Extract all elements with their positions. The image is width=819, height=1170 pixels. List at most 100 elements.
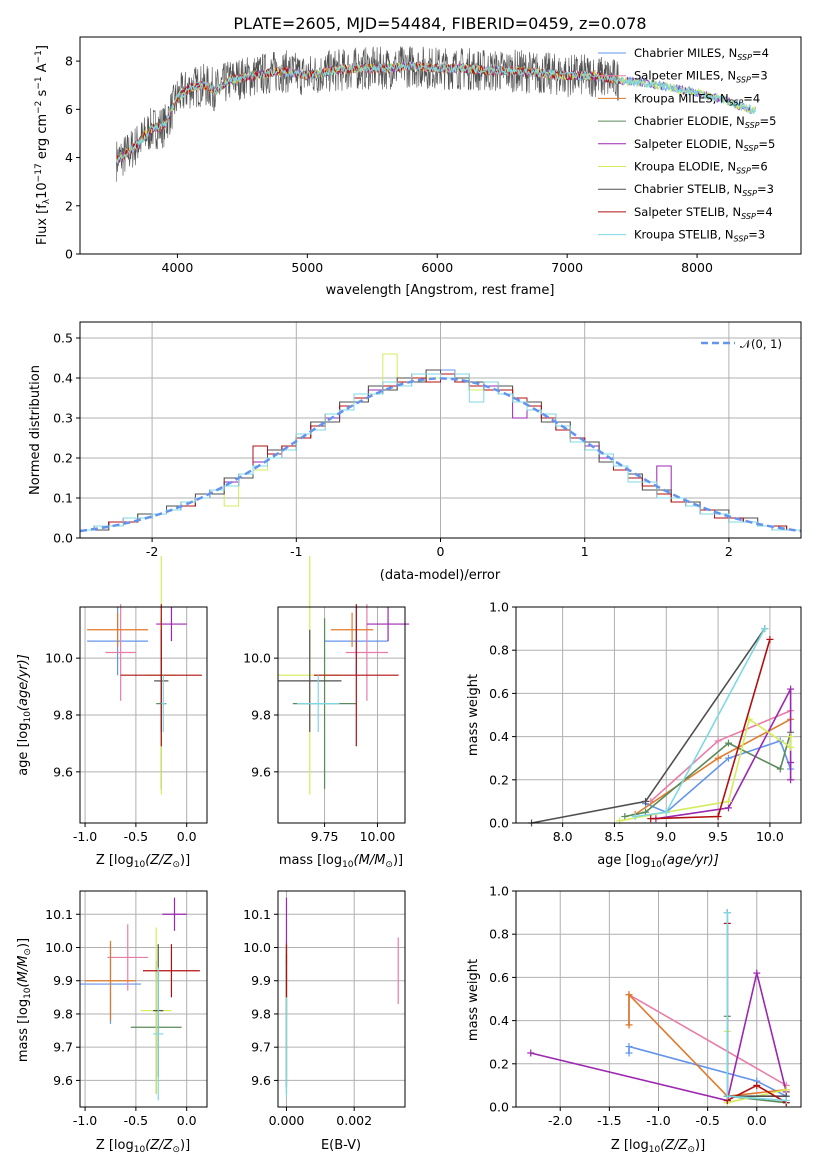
legend-label-3: Chabrier ELODIE, NSSP=5 bbox=[634, 114, 776, 130]
p3-errorbar-2 bbox=[87, 612, 149, 647]
p2-xtick-label-2: 0 bbox=[437, 544, 445, 559]
p7-ytick-label-0: 9.6 bbox=[251, 1073, 271, 1088]
p8-marker-7-2 bbox=[753, 1081, 761, 1089]
ebv-xlabel: E(B-V) bbox=[321, 1138, 361, 1153]
mass-weight-vs-metallicity-panel: -2.0 -1.5 -1.0 -0.5 0.0 0.0 0.2 0.4 0.6 0.8 1.0 Z … bbox=[466, 884, 802, 1155]
p7-ytick-label-1: 9.7 bbox=[251, 1040, 271, 1055]
p8-marker-4-2 bbox=[753, 969, 761, 977]
p2-ytick-label-0: 0.0 bbox=[53, 531, 73, 546]
p7-ytick-label-2: 9.8 bbox=[251, 1006, 271, 1021]
spectrum-legend: Chabrier MILES, NSSP=4 Salpeter MILES, NS… bbox=[598, 46, 776, 244]
p5-marker-1-1 bbox=[714, 737, 722, 745]
histogram-xlabel: (data-model)/error bbox=[380, 568, 501, 583]
p8-ytick-label-4: 0.8 bbox=[489, 927, 509, 942]
spectrum-title: PLATE=2605, MJD=54484, FIBERID=0459, z=0… bbox=[233, 14, 646, 33]
age-ylabel: age [log10(age/yr)] bbox=[16, 654, 33, 776]
p7-ytick-label-5: 10.1 bbox=[243, 907, 271, 922]
p4-errorbar-8 bbox=[297, 675, 340, 733]
p2-ytick-label-1: 0.1 bbox=[53, 491, 73, 506]
p5-marker-0-2 bbox=[724, 754, 732, 762]
p1-xtick-label-1: 5000 bbox=[291, 260, 323, 275]
p5-marker-7-1 bbox=[714, 813, 722, 821]
p8-ytick-label-0: 0.0 bbox=[489, 1100, 509, 1115]
p2-ytick-label-5: 0.5 bbox=[53, 331, 73, 346]
p8-ytick-label-1: 0.2 bbox=[489, 1056, 509, 1071]
p4-errorbar-7 bbox=[313, 604, 399, 747]
p6-xtick-label-0: -1.0 bbox=[73, 1113, 97, 1128]
p8-marker-8-2 bbox=[782, 1097, 790, 1105]
legend-label-1: Salpeter MILES, NSSP=3 bbox=[634, 69, 768, 85]
p6-errorbar-8 bbox=[153, 967, 164, 1101]
p3-ytick-label-0: 9.6 bbox=[53, 764, 73, 779]
mass-weight-metallicity-xlabel: Z [log10(Z/Z⊙)] bbox=[611, 1138, 705, 1155]
spectrum-ylabel: Flux [fλ10−17 erg cm−2 s−1 A−1] bbox=[34, 45, 52, 245]
p5-ytick-label-0: 0.0 bbox=[489, 816, 509, 831]
p6-ytick-label-5: 10.1 bbox=[45, 907, 73, 922]
legend-label-4: Salpeter ELODIE, NSSP=5 bbox=[634, 137, 775, 153]
p8-marker-0-1 bbox=[625, 1043, 633, 1051]
p6-ytick-label-1: 9.7 bbox=[53, 1040, 73, 1055]
p5-marker-3-2 bbox=[724, 739, 732, 747]
p2-ytick-label-3: 0.3 bbox=[53, 411, 73, 426]
mass-metallicity-frame bbox=[79, 890, 208, 1108]
mass-weight-ylabel-top: mass weight bbox=[466, 674, 481, 756]
p5-marker-8-0 bbox=[631, 813, 639, 821]
p7-xtick-label-1: 0.002 bbox=[336, 1113, 372, 1128]
p8-marker-8-1 bbox=[723, 1092, 731, 1100]
p8-line-salpeter-elodie bbox=[530, 972, 788, 1102]
spectrum-line-salpeter-miles bbox=[115, 60, 620, 161]
mass-ylabel: mass [log10(M/M⊙)] bbox=[16, 938, 33, 1062]
mass-metallicity-xlabel: Z [log10(Z/Z⊙)] bbox=[96, 1138, 190, 1155]
p5-xtick-label-3: 9.5 bbox=[708, 829, 728, 844]
p5-xtick-label-4: 10.0 bbox=[756, 829, 784, 844]
p1-ytick-label-1: 2 bbox=[65, 198, 73, 213]
p5-marker-7-2 bbox=[766, 635, 774, 643]
mass-vs-ebv-panel: 0.000 0.002 9.6 9.7 9.8 9.9 10.0 10.1 E(B-V) bbox=[243, 890, 406, 1153]
p5-marker-4-4 bbox=[787, 776, 795, 784]
spectrum-panel: PLATE=2605, MJD=54484, FIBERID=0459, z=0… bbox=[34, 14, 802, 298]
legend-label-2: Kroupa MILES, NSSP=4 bbox=[634, 91, 760, 107]
p1-ytick-label-4: 8 bbox=[65, 54, 73, 69]
p5-xtick-label-2: 9.0 bbox=[656, 829, 676, 844]
age-vs-metallicity-panel: -1.0 -0.5 0.0 9.6 9.8 10.0 Z [log10(Z/Z⊙)] ag… bbox=[16, 555, 208, 870]
p4-xtick-label-1: 10.00 bbox=[360, 829, 396, 844]
p8-marker-2-1 bbox=[625, 991, 633, 999]
normal-curve bbox=[79, 377, 802, 533]
p5-marker-4-2 bbox=[787, 685, 795, 693]
p5-marker-7-0 bbox=[647, 815, 655, 823]
legend-label-8: Kroupa STELIB, NSSP=3 bbox=[634, 228, 765, 244]
legend-label-0: Chabrier MILES, NSSP=4 bbox=[634, 46, 769, 62]
spectrum-line-kroupa-miles bbox=[116, 62, 620, 162]
p3-ytick-label-2: 10.0 bbox=[45, 651, 73, 666]
p4-errorbar-2 bbox=[330, 612, 374, 647]
p1-xtick-label-2: 6000 bbox=[421, 260, 453, 275]
p5-marker-4-1 bbox=[724, 804, 732, 812]
p4-ytick-label-2: 10.0 bbox=[243, 651, 271, 666]
spectrum-line-kroupa-stelib bbox=[115, 61, 756, 164]
p1-ytick-label-2: 4 bbox=[65, 150, 73, 165]
p8-xtick-label-4: 0.0 bbox=[747, 1113, 767, 1128]
p5-marker-4-3 bbox=[787, 759, 795, 767]
mass-xlabel: mass [log10(M/M⊙)] bbox=[279, 853, 403, 870]
mass-weight-age-xlabel: age [log10(age/yr)] bbox=[597, 853, 719, 870]
legend-label-6: Chabrier STELIB, NSSP=3 bbox=[634, 182, 774, 198]
p6-errorbar-1 bbox=[107, 924, 149, 991]
residual-histogram-panel: -2 -1 0 1 2 0.0 0.1 0.2 0.3 0.4 0.5 𝒩(0, 1) (data-… bbox=[28, 321, 802, 583]
p8-marker-2-0 bbox=[625, 1021, 633, 1029]
p8-xtick-label-3: -0.5 bbox=[695, 1113, 719, 1128]
p1-xtick-label-3: 7000 bbox=[551, 260, 583, 275]
p2-xtick-label-1: -1 bbox=[290, 544, 302, 559]
spectrum-frame bbox=[79, 36, 802, 255]
p5-ytick-label-3: 0.6 bbox=[489, 686, 509, 701]
p5-ytick-label-4: 0.8 bbox=[489, 643, 509, 658]
p1-xtick-label-0: 4000 bbox=[162, 260, 194, 275]
p4-ytick-label-0: 9.6 bbox=[251, 764, 271, 779]
mass-weight-vs-age-panel: 8.0 8.5 9.0 9.5 10.0 0.0 0.2 0.4 0.6 0.8 1.0 age [… bbox=[466, 600, 802, 870]
p5-marker-5-5 bbox=[787, 733, 795, 741]
p3-xtick-label-2: 0.0 bbox=[177, 829, 197, 844]
p7-ytick-label-4: 10.0 bbox=[243, 940, 271, 955]
p8-ytick-label-2: 0.4 bbox=[489, 1013, 509, 1028]
p3-errorbar-7 bbox=[120, 604, 202, 747]
p8-marker-8-0 bbox=[723, 909, 731, 917]
spectrum-xlabel: wavelength [Angstrom, rest frame] bbox=[326, 283, 555, 298]
